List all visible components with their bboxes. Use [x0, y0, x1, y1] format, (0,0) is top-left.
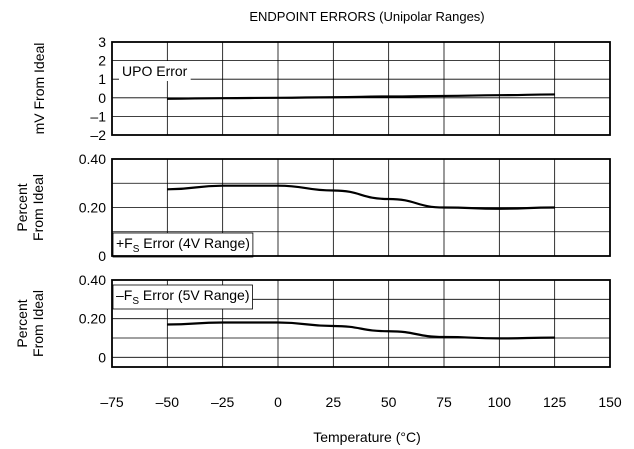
panel-label-box: [112, 284, 253, 310]
y-tick-label: 0: [98, 90, 106, 106]
series-line: [167, 184, 555, 210]
panel-frame: [111, 158, 611, 257]
y-tick-label: 0.40: [79, 151, 106, 167]
y-axis-label: mV From Ideal: [31, 43, 47, 135]
y-axis-label: From Ideal: [30, 290, 46, 357]
panel-series-label: –FS Error (5V Range): [112, 284, 253, 310]
panel-label-text: –FS Error (5V Range): [116, 287, 250, 307]
series-line: [167, 321, 555, 340]
x-axis-label: Temperature (°C): [313, 429, 421, 445]
y-tick-label: –1: [90, 108, 106, 124]
panel-frame: [111, 279, 611, 368]
y-tick-label: 1: [98, 71, 106, 87]
x-tick-label: 125: [543, 394, 567, 410]
x-tick-label: 0: [274, 394, 282, 410]
x-tick-label: 25: [326, 394, 342, 410]
x-tick-label: 150: [598, 394, 622, 410]
y-tick-label: 3: [98, 34, 106, 50]
y-tick-label: 0: [98, 248, 106, 264]
x-tick-label: –75: [100, 394, 124, 410]
y-tick-label: 0.20: [79, 200, 106, 216]
panel-series-label: UPO Error: [119, 61, 191, 81]
panel-1: –2 –1 0 1 2 3 UPO Error mV From Ideal: [31, 34, 611, 143]
x-tick-label: 100: [488, 394, 512, 410]
y-axis-label: Percent: [14, 183, 30, 231]
panel-label-box: [119, 61, 191, 81]
panel-series-label: +FS Error (4V Range): [112, 232, 254, 258]
panel-label-text: UPO Error: [122, 63, 188, 79]
panel-label-text: +FS Error (4V Range): [116, 235, 250, 255]
chart-title: ENDPOINT ERRORS (Unipolar Ranges): [249, 9, 484, 24]
x-tick-label: –25: [211, 394, 235, 410]
y-axis-label: From Ideal: [30, 174, 46, 241]
x-tick-label: –50: [156, 394, 180, 410]
y-tick-label: 0.40: [79, 272, 106, 288]
x-tick-label: 50: [381, 394, 397, 410]
panel-label-box: [112, 232, 254, 258]
y-tick-label: 0.20: [79, 311, 106, 327]
panel-3: 0 0.20 0.40 –FS Error (5V Range) Percent From…: [14, 272, 611, 368]
panel-2: 0 0.20 0.40 +FS Error (4V Range) Percent From…: [14, 151, 611, 264]
y-tick-label: 0: [98, 349, 106, 365]
y-tick-label: –2: [90, 127, 106, 143]
y-axis-label: Percent: [14, 299, 30, 347]
series-line: [167, 93, 555, 100]
x-tick-label: 75: [436, 394, 452, 410]
panel-frame: [111, 41, 611, 136]
y-tick-label: 2: [98, 53, 106, 69]
